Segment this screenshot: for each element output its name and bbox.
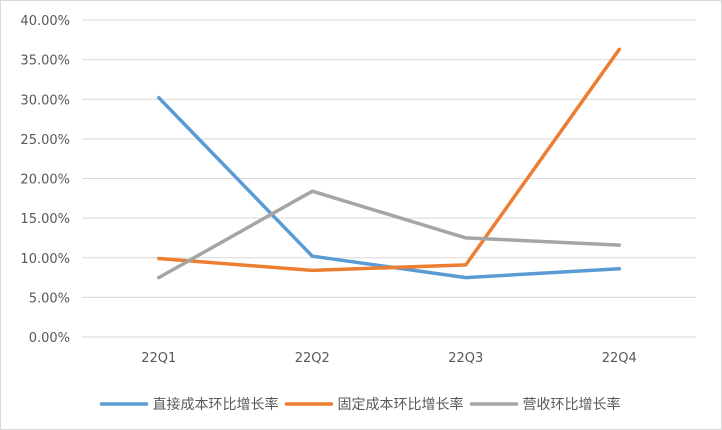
x-tick-label: 22Q4 — [602, 351, 637, 366]
y-tick-label: 35.00% — [20, 54, 70, 69]
y-axis-tick-labels: 0.00% 5.00% 10.00% 15.00% 20.00% 25.00% 30.00%… — [20, 14, 70, 346]
y-tick-label: 0.00% — [29, 331, 70, 346]
legend: 直接成本环比增长率 固定成本环比增长率 营收环比增长率 — [99, 396, 621, 413]
y-tick-label: 40.00% — [20, 14, 70, 29]
y-tick-label: 10.00% — [20, 252, 70, 267]
y-tick-label: 30.00% — [20, 93, 70, 108]
y-tick-label: 25.00% — [20, 133, 70, 148]
x-tick-label: 22Q3 — [448, 351, 483, 366]
legend-label-2: 固定成本环比增长率 — [338, 396, 464, 413]
legend-label-1: 直接成本环比增长率 — [153, 396, 279, 413]
x-tick-label: 22Q1 — [141, 351, 176, 366]
y-tick-label: 15.00% — [20, 212, 70, 227]
y-tick-label: 20.00% — [20, 173, 70, 188]
x-axis-tick-labels: 22Q1 22Q2 22Q3 22Q4 — [141, 351, 637, 366]
x-tick-label: 22Q2 — [295, 351, 330, 366]
series-lines — [157, 47, 622, 280]
legend-label-3: 营收环比增长率 — [523, 396, 621, 413]
gridlines — [82, 19, 696, 338]
series-line-2 — [157, 47, 622, 273]
y-tick-label: 5.00% — [29, 291, 70, 306]
series-line-1 — [157, 95, 622, 280]
series-line-3 — [157, 189, 622, 280]
